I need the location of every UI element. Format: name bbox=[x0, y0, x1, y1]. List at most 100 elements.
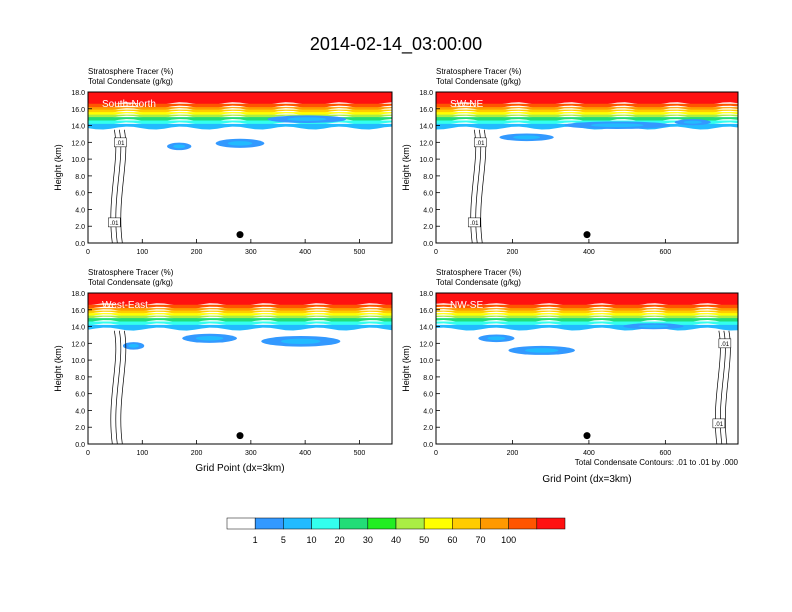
x-tick-label: 200 bbox=[191, 450, 203, 457]
tracer-layer bbox=[436, 92, 738, 106]
x-tick-label: 0 bbox=[434, 450, 438, 457]
x-tick-label: 200 bbox=[191, 249, 203, 256]
y-tick-label: 18.0 bbox=[419, 291, 433, 298]
colorbar-swatch bbox=[311, 517, 340, 530]
y-tick-label: 6.0 bbox=[423, 191, 433, 198]
panels: South-North Stratosphere Tracer (%) Total … bbox=[53, 67, 739, 485]
tracer-blob-core bbox=[281, 338, 321, 344]
x-tick-label: 400 bbox=[299, 450, 311, 457]
plot-frame bbox=[87, 91, 393, 244]
y-axis-label: Height (km) bbox=[53, 144, 63, 191]
contour-label: .01 bbox=[721, 342, 730, 348]
colorbar-swatch bbox=[283, 517, 312, 530]
colorbar-label: 5 bbox=[281, 535, 286, 545]
colorbar-swatch bbox=[254, 517, 284, 530]
y-tick-label: 18.0 bbox=[71, 291, 85, 298]
tracer-layer bbox=[88, 315, 392, 320]
tracer-blob-core bbox=[173, 144, 186, 149]
tracer-layer bbox=[436, 109, 738, 114]
tracer-layer bbox=[88, 324, 392, 331]
tracer-blob-core bbox=[590, 123, 644, 128]
panel-name: South-North bbox=[102, 99, 156, 110]
tracer-field bbox=[88, 92, 392, 243]
y-tick-label: 2.0 bbox=[423, 425, 433, 432]
tracer-layer bbox=[436, 313, 738, 318]
condensate-contours bbox=[110, 330, 127, 444]
x-axis-label: Grid Point (dx=3km) bbox=[542, 474, 631, 485]
tracer-blob-core bbox=[195, 336, 224, 341]
colorbar-label: 1 bbox=[253, 535, 258, 545]
plot-frame bbox=[435, 91, 739, 244]
tracer-blob-core bbox=[287, 117, 327, 122]
y-tick-label: 16.0 bbox=[419, 107, 433, 114]
colorbar-label: 20 bbox=[335, 535, 345, 545]
colorbar-swatch bbox=[395, 517, 425, 530]
tracer-layer bbox=[88, 321, 392, 327]
colorbar-swatch bbox=[339, 517, 369, 530]
location-marker bbox=[236, 231, 244, 239]
label-total-condensate: Total Condensate (g/kg) bbox=[436, 77, 521, 86]
tracer-blob-core bbox=[638, 324, 669, 328]
x-tick-label: 600 bbox=[660, 249, 672, 256]
x-tick-label: 0 bbox=[86, 249, 90, 256]
colorbar: 1 5 10 20 30 40 50 60 70 100 bbox=[226, 517, 566, 545]
tracer-layer bbox=[88, 310, 392, 315]
y-tick-label: 14.0 bbox=[71, 124, 85, 131]
tracer-layer bbox=[436, 310, 738, 315]
panel-name: West-East bbox=[102, 300, 148, 311]
contour-label: .01 bbox=[476, 141, 485, 147]
colorbar-label: 30 bbox=[363, 535, 373, 545]
y-tick-label: 4.0 bbox=[423, 408, 433, 415]
tracer-field bbox=[88, 293, 392, 444]
colorbar-label: 100 bbox=[501, 535, 516, 545]
x-tick-label: 400 bbox=[299, 249, 311, 256]
contour-label-box bbox=[718, 338, 732, 349]
y-tick-label: 12.0 bbox=[419, 341, 433, 348]
colorbar-swatch bbox=[508, 517, 538, 530]
y-tick-label: 16.0 bbox=[419, 308, 433, 315]
x-tick-label: 100 bbox=[136, 450, 148, 457]
colorbar-swatch bbox=[452, 517, 481, 530]
label-stratosphere-tracer: Stratosphere Tracer (%) bbox=[436, 268, 522, 277]
y-tick-label: 14.0 bbox=[419, 124, 433, 131]
y-tick-label: 10.0 bbox=[419, 358, 433, 365]
tracer-layer bbox=[88, 304, 392, 310]
label-stratosphere-tracer: Stratosphere Tracer (%) bbox=[88, 268, 174, 277]
colorbar-swatch bbox=[367, 517, 397, 530]
panel-name: NW-SE bbox=[450, 300, 483, 311]
y-axis-label: Height (km) bbox=[401, 345, 411, 392]
y-tick-label: 16.0 bbox=[71, 308, 85, 315]
x-tick-label: 600 bbox=[660, 450, 672, 457]
y-tick-label: 12.0 bbox=[71, 140, 85, 147]
tracer-layer bbox=[88, 92, 392, 106]
x-axis-label: Grid Point (dx=3km) bbox=[195, 463, 284, 474]
y-tick-label: 12.0 bbox=[419, 140, 433, 147]
panel-sw-ne: SW-NE Stratosphere Tracer (%)Total Conden… bbox=[401, 67, 739, 256]
y-tick-label: 0.0 bbox=[75, 442, 85, 449]
contour-label-box bbox=[467, 217, 481, 228]
panel-south-north: South-North Stratosphere Tracer (%)Total … bbox=[53, 67, 393, 256]
tracer-layer bbox=[436, 107, 738, 112]
y-tick-label: 6.0 bbox=[75, 392, 85, 399]
tracer-layer bbox=[436, 293, 738, 307]
tracer-blob-core bbox=[128, 343, 139, 348]
tracer-layer bbox=[88, 308, 392, 313]
tracer-layer bbox=[88, 123, 392, 130]
colorbar-swatch bbox=[536, 517, 566, 530]
contour-line bbox=[120, 330, 127, 444]
y-tick-label: 14.0 bbox=[71, 325, 85, 332]
y-tick-label: 2.0 bbox=[423, 224, 433, 231]
y-tick-label: 10.0 bbox=[419, 157, 433, 164]
tracer-blob-core bbox=[683, 120, 702, 124]
y-tick-label: 0.0 bbox=[75, 241, 85, 248]
y-tick-label: 8.0 bbox=[423, 174, 433, 181]
y-tick-label: 14.0 bbox=[419, 325, 433, 332]
y-tick-label: 4.0 bbox=[423, 207, 433, 214]
tracer-blob-core bbox=[513, 135, 541, 140]
plot-frame bbox=[87, 292, 393, 445]
tracer-layer bbox=[436, 103, 738, 109]
y-tick-label: 18.0 bbox=[71, 90, 85, 97]
contour-label-box bbox=[712, 418, 726, 429]
tracer-layer bbox=[436, 112, 738, 117]
colorbar-swatch bbox=[423, 517, 453, 530]
